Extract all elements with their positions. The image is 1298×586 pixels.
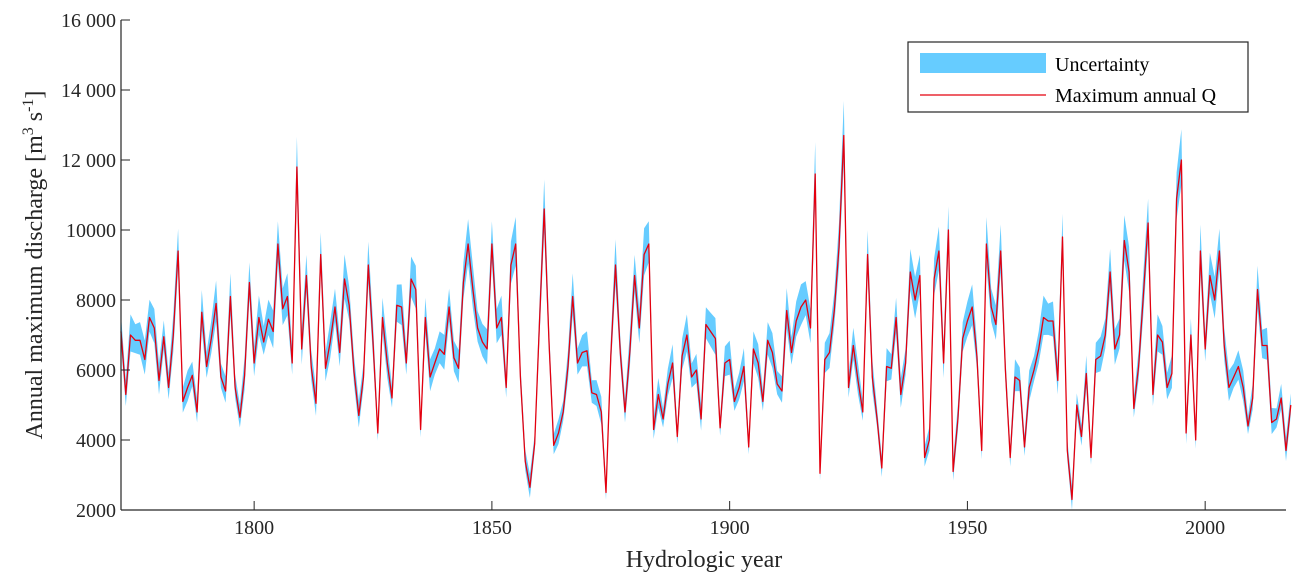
y-axis-title-end: ]	[22, 91, 48, 99]
legend-line-label: Maximum annual Q	[1055, 85, 1217, 107]
ticks: 1800 1850 1900 1950 2000 2000 4000 6000 8000 1000…	[61, 10, 1225, 539]
y-axis-title-sup-1: 3	[20, 127, 37, 135]
y-tick-label-12000: 12 000	[61, 150, 116, 172]
x-axis-title: Hydrologic year	[626, 547, 783, 573]
legend-uncertainty-patch	[920, 53, 1046, 73]
legend-uncertainty-label: Uncertainty	[1055, 54, 1149, 76]
x-tick-label-1800: 1800	[234, 517, 274, 539]
y-axis-title-unit: s	[22, 112, 48, 127]
y-tick-label-8000: 8000	[76, 290, 116, 312]
y-axis-title-main: Annual maximum discharge [m	[22, 135, 48, 439]
legend: Uncertainty Maximum annual Q	[907, 41, 1249, 113]
y-tick-label-14000: 14 000	[61, 80, 116, 102]
y-axis-title-sup-2: -1	[20, 99, 37, 112]
y-axis-title: Annual maximum discharge [m3 s-1]	[20, 91, 48, 440]
uncertainty-band	[121, 100, 1291, 511]
y-tick-label-16000: 16 000	[61, 10, 116, 32]
y-tick-label-4000: 4000	[76, 430, 116, 452]
x-tick-label-1950: 1950	[947, 517, 987, 539]
series-line-maximum-annual-q	[120, 134, 1292, 501]
y-tick-label-6000: 6000	[76, 360, 116, 382]
x-tick-label-1850: 1850	[472, 517, 512, 539]
x-tick-label-1900: 1900	[710, 517, 750, 539]
y-tick-label-2000: 2000	[76, 500, 116, 522]
y-tick-label-10000: 10000	[66, 220, 116, 242]
x-tick-label-2000: 2000	[1185, 517, 1225, 539]
plot-area	[120, 100, 1292, 511]
axes	[120, 20, 1286, 511]
